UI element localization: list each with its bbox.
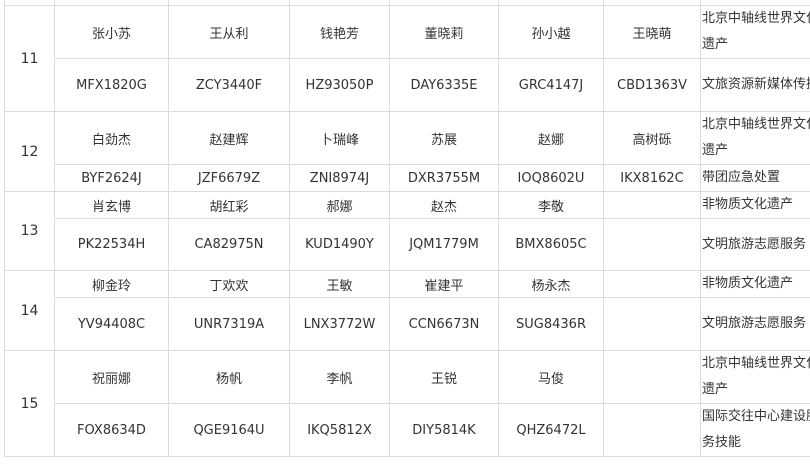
member-name [603,350,701,404]
member-name: 王敏 [289,270,390,298]
member-id: IKQ5812X [289,403,390,457]
member-id: DXR3755M [389,164,499,192]
member-name: 王锐 [389,350,499,404]
course-name: 北京中轴线世界文化遗产 [700,350,810,404]
table-row: 15 祝丽娜 杨帆 李帆 王锐 马俊 北京中轴线世界文化遗产 [4,350,810,457]
member-id: IKX8162C [603,164,701,192]
course-name: 国际交往中心建设服务技能 [700,403,810,457]
member-id: DAY6335E [389,58,499,112]
member-name: 祝丽娜 [54,350,169,404]
member-name: 柳金玲 [54,270,169,298]
member-id: DIY5814K [389,403,499,457]
course-name: 文明旅游志愿服务 [700,297,810,351]
member-name: 杨帆 [168,350,290,404]
member-id: SUG8436R [498,297,604,351]
table-row: 13 肖玄博 胡红彩 郝娜 赵杰 李敬 非物质文化遗产 [4,191,810,271]
member-name: 白劲杰 [54,111,169,165]
course-name: 带团应急处置 [700,164,810,192]
member-name: 赵娜 [498,111,604,165]
member-id: FOX8634D [54,403,169,457]
member-name: 丁欢欢 [168,270,290,298]
member-name [603,270,701,298]
table-row: YV94408C UNR7319A LNX3772W CCN6673N SUG8436R… [5,297,810,351]
member-id: JZF6679Z [168,164,290,192]
member-name: 高树砾 [603,111,701,165]
member-name: 赵建辉 [168,111,290,165]
member-name: 钱艳芳 [289,5,390,59]
group-number: 11 [4,5,55,112]
group-table: 11 张小苏 王从利 钱艳芳 董晓莉 孙小越 王晓萌 北京中轴线世界文化遗产 MFX1820G Z… [4,0,810,457]
group-number: 13 [4,191,55,271]
member-id: KUD1490Y [289,218,390,271]
member-id: IOQ8602U [498,164,604,192]
table-row: 11 张小苏 王从利 钱艳芳 董晓莉 孙小越 王晓萌 北京中轴线世界文化遗产 [4,5,810,112]
member-id: QHZ6472L [498,403,604,457]
member-id: YV94408C [54,297,169,351]
table-row: 14 柳金玲 丁欢欢 王敏 崔建平 杨永杰 非物质文化遗产 [4,270,810,351]
member-id: BMX8605C [498,218,604,271]
table-row: PK22534H CA82975N KUD1490Y JQM1779M BMX8605C… [5,218,810,271]
member-name: 孙小越 [498,5,604,59]
member-name: 李帆 [289,350,390,404]
member-id: MFX1820G [54,58,169,112]
member-name: 郝娜 [289,191,390,219]
member-id: QGE9164U [168,403,290,457]
course-name: 北京中轴线世界文化遗产 [700,111,810,165]
course-name: 文旅资源新媒体传播 [700,58,810,112]
member-name: 胡红彩 [168,191,290,219]
member-name: 王从利 [168,5,290,59]
member-name: 王晓萌 [603,5,701,59]
member-name: 李敬 [498,191,604,219]
member-id: CA82975N [168,218,290,271]
member-name: 赵杰 [389,191,499,219]
member-id [603,403,701,457]
member-id: CBD1363V [603,58,701,112]
member-id: UNR7319A [168,297,290,351]
table-row: MFX1820G ZCY3440F HZ93050P DAY6335E GRC4147J… [5,58,810,112]
member-name: 卜瑞峰 [289,111,390,165]
group-number: 14 [4,270,55,351]
member-id: ZNI8974J [289,164,390,192]
member-name: 崔建平 [389,270,499,298]
member-id: HZ93050P [289,58,390,112]
member-id: GRC4147J [498,58,604,112]
member-name: 肖玄博 [54,191,169,219]
table-row: 12 白劲杰 赵建辉 卜瑞峰 苏展 赵娜 高树砾 北京中轴线世界文化遗产 [4,111,810,192]
group-number: 12 [4,111,55,192]
member-name: 杨永杰 [498,270,604,298]
member-id: LNX3772W [289,297,390,351]
course-name: 非物质文化遗产 [700,270,810,298]
member-id [603,218,701,271]
member-name: 马俊 [498,350,604,404]
member-name [603,191,701,219]
course-name: 北京中轴线世界文化遗产 [700,5,810,59]
member-id: PK22534H [54,218,169,271]
table-row: FOX8634D QGE9164U IKQ5812X DIY5814K QHZ6472L… [5,403,810,457]
member-name: 苏展 [389,111,499,165]
course-name: 文明旅游志愿服务 [700,218,810,271]
member-id: BYF2624J [54,164,169,192]
member-name: 张小苏 [54,5,169,59]
member-id: JQM1779M [389,218,499,271]
member-id: CCN6673N [389,297,499,351]
member-id [603,297,701,351]
member-name: 董晓莉 [389,5,499,59]
table-row: BYF2624J JZF6679Z ZNI8974J DXR3755M IOQ8602U… [5,164,810,192]
course-name: 非物质文化遗产 [700,191,810,219]
member-id: ZCY3440F [168,58,290,112]
group-number: 15 [4,350,55,457]
